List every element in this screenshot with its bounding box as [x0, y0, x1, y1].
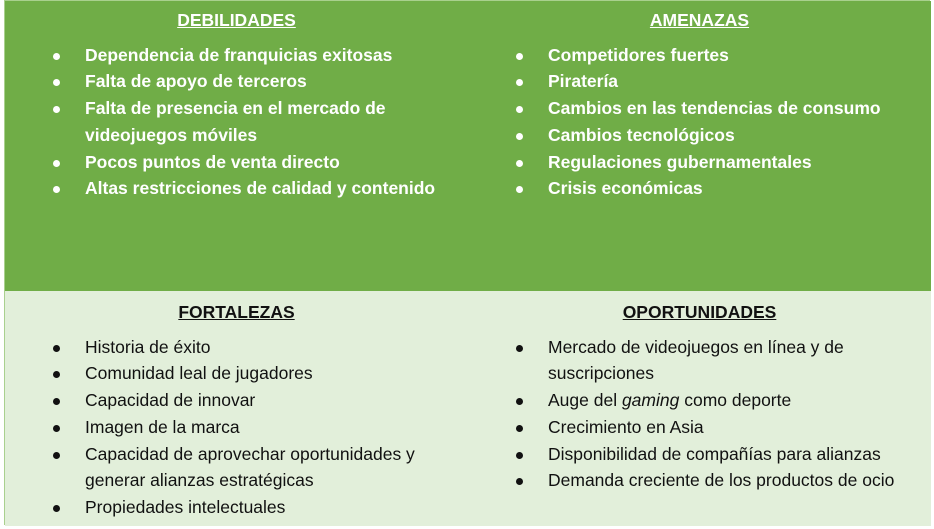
debilidades-title: DEBILIDADES — [177, 10, 296, 30]
list-item: Crecimiento en Asia — [494, 414, 921, 441]
list-item: Imagen de la marca — [31, 414, 458, 441]
list-item: Competidores fuertes — [494, 42, 921, 69]
list-item: Cambios tecnológicos — [494, 122, 921, 149]
list-item: Propiedades intelectuales — [31, 494, 458, 521]
oportunidades-list: Mercado de videojuegos en línea y de sus… — [494, 334, 921, 494]
debilidades-cell: DEBILIDADES Dependencia de franquicias ex… — [5, 1, 468, 291]
amenazas-cell: AMENAZAS Competidores fuertes Piratería Cam… — [468, 1, 931, 291]
fortalezas-cell: FORTALEZAS Historia de éxito Comunidad lea… — [5, 291, 468, 526]
list-item: Disponibilidad de compañías para alianza… — [494, 441, 921, 468]
fortalezas-title: FORTALEZAS — [178, 302, 295, 322]
list-item: Falta de presencia en el mercado de vide… — [31, 95, 458, 148]
list-item: Dependencia de franquicias exitosas — [31, 42, 458, 69]
list-item: Mercado de videojuegos en línea y de sus… — [494, 334, 921, 387]
list-item: Comunidad leal de jugadores — [31, 360, 458, 387]
oportunidades-title: OPORTUNIDADES — [622, 302, 777, 322]
list-item: Regulaciones gubernamentales — [494, 149, 921, 176]
list-item: Capacidad de aprovechar oportunidades y … — [31, 441, 458, 494]
list-item: Capacidad de innovar — [31, 387, 458, 414]
amenazas-title: AMENAZAS — [649, 10, 750, 30]
list-item: Auge del gaming como deporte — [494, 387, 921, 414]
list-item: Demanda creciente de los productos de oc… — [494, 467, 921, 494]
list-item: Historia de éxito — [31, 334, 458, 361]
swot-table: DEBILIDADES Dependencia de franquicias ex… — [4, 0, 931, 526]
debilidades-list: Dependencia de franquicias exitosas Falta… — [31, 42, 458, 202]
fortalezas-list: Historia de éxito Comunidad leal de jugad… — [31, 334, 458, 521]
list-item: Cambios en las tendencias de consumo — [494, 95, 921, 122]
oportunidades-cell: OPORTUNIDADES Mercado de videojuegos en l… — [468, 291, 931, 526]
list-item: Crisis económicas — [494, 175, 921, 202]
list-item: Pocos puntos de venta directo — [31, 149, 458, 176]
amenazas-list: Competidores fuertes Piratería Cambios en … — [494, 42, 921, 202]
list-item: Piratería — [494, 68, 921, 95]
list-item: Falta de apoyo de terceros — [31, 68, 458, 95]
list-item: Altas restricciones de calidad y conteni… — [31, 175, 458, 202]
